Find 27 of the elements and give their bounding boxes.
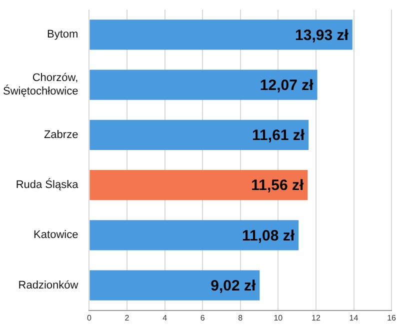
data-label: 12,07 zł xyxy=(260,76,314,94)
data-label: 11,56 zł xyxy=(251,177,304,194)
y-tick-label: Katowice xyxy=(34,229,78,242)
x-tick-label: 6 xyxy=(200,313,206,322)
x-tick-label: 14 xyxy=(349,313,359,322)
x-tick-label: 4 xyxy=(162,313,168,322)
data-label: 13,93 zł xyxy=(295,26,350,44)
bar xyxy=(90,120,309,150)
x-tick-label: 0 xyxy=(86,313,92,322)
bar xyxy=(90,70,318,100)
x-tick-label: 16 xyxy=(387,313,397,322)
y-tick-label: Radzionków xyxy=(18,279,78,292)
x-tick-label: 2 xyxy=(124,313,130,322)
y-tick-label: Ruda Śląska xyxy=(16,178,80,192)
x-tick-label: 10 xyxy=(274,313,284,322)
bar xyxy=(90,170,308,200)
data-label: 9,02 zł xyxy=(210,277,256,294)
bar xyxy=(90,270,260,300)
y-tick-label: Bytom xyxy=(47,28,78,41)
y-tick-label: Chorzów, Świętochłowice xyxy=(3,72,78,98)
data-label: 11,08 zł xyxy=(242,227,296,244)
bar xyxy=(90,20,352,50)
bar xyxy=(90,220,299,250)
x-tick-label: 12 xyxy=(312,313,321,322)
x-tick-label: 8 xyxy=(238,313,244,322)
y-tick-label: Zabrze xyxy=(44,128,78,141)
data-label: 11,61 zł xyxy=(252,127,306,144)
